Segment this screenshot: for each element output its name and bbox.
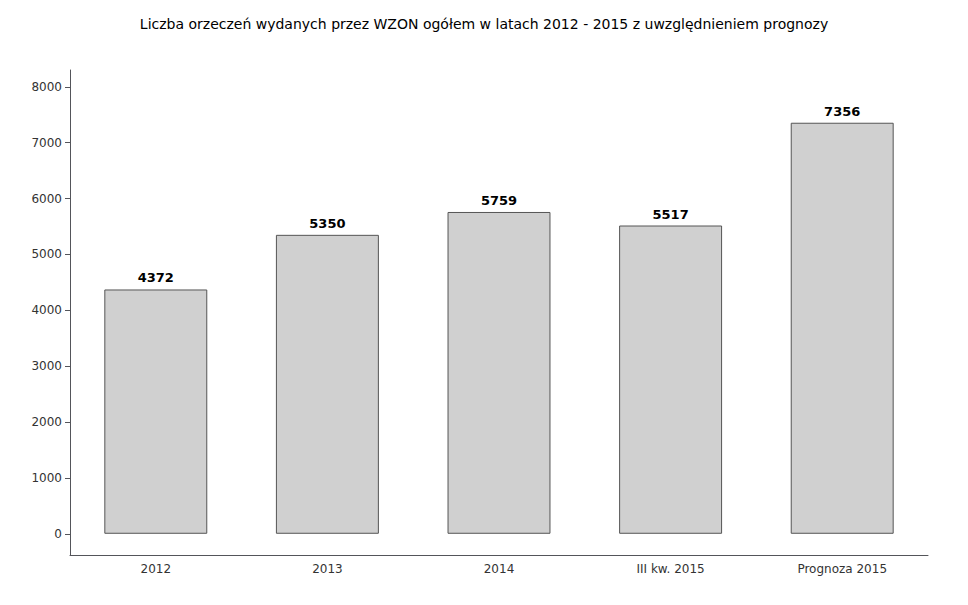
svg-text:7356: 7356 — [824, 104, 860, 119]
svg-text:2014: 2014 — [484, 562, 515, 576]
svg-text:3000: 3000 — [31, 359, 62, 373]
svg-text:5759: 5759 — [481, 193, 517, 208]
svg-text:5000: 5000 — [31, 247, 62, 261]
svg-text:0: 0 — [54, 527, 62, 541]
svg-text:III kw. 2015: III kw. 2015 — [636, 562, 704, 576]
svg-text:7000: 7000 — [31, 136, 62, 150]
svg-text:2000: 2000 — [31, 415, 62, 429]
svg-text:Prognoza 2015: Prognoza 2015 — [797, 562, 887, 576]
svg-text:5517: 5517 — [653, 207, 689, 222]
svg-text:2012: 2012 — [141, 562, 172, 576]
svg-text:6000: 6000 — [31, 192, 62, 206]
svg-text:1000: 1000 — [31, 471, 62, 485]
svg-text:5350: 5350 — [309, 216, 345, 231]
svg-text:4372: 4372 — [138, 270, 174, 285]
svg-text:2013: 2013 — [312, 562, 343, 576]
svg-text:Liczba orzeczeń wydanych przez: Liczba orzeczeń wydanych przez WZON ogół… — [140, 16, 828, 32]
svg-text:4000: 4000 — [31, 303, 62, 317]
svg-text:8000: 8000 — [31, 80, 62, 94]
